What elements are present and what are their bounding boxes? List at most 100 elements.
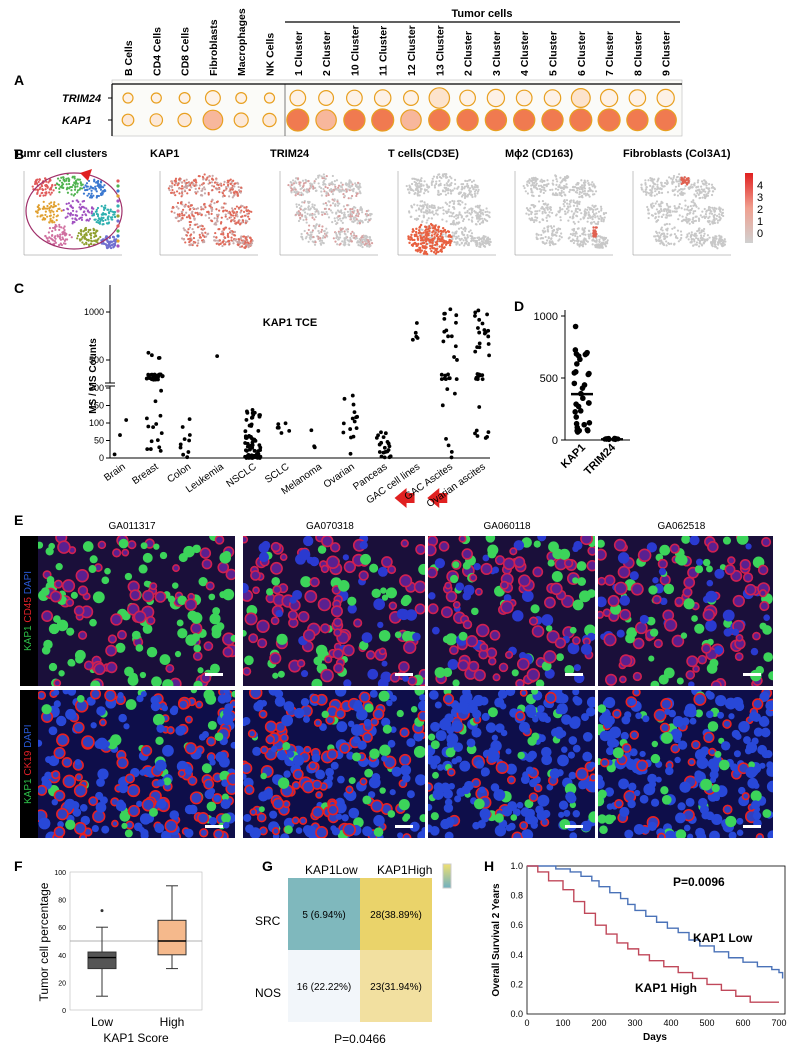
data-point — [245, 409, 249, 414]
stain-name: CD45 — [23, 594, 34, 623]
x-tick: 400 — [663, 1018, 678, 1028]
data-point — [341, 430, 346, 435]
expression-dot — [373, 89, 392, 107]
data-point — [580, 395, 586, 402]
data-point — [145, 447, 150, 452]
data-point — [442, 316, 447, 321]
data-point — [256, 451, 261, 456]
umap-title: Tumr cell clusters — [14, 148, 108, 160]
data-point — [349, 435, 353, 440]
panel-label-a: A — [14, 72, 25, 88]
data-point — [442, 376, 447, 381]
data-point — [244, 436, 249, 440]
umap-plot: Mϕ2 (CD163) — [505, 148, 617, 269]
row-label: KAP1 — [62, 115, 91, 127]
survival-curve — [527, 865, 779, 1003]
data-point — [379, 440, 384, 445]
expression-dot — [371, 108, 395, 132]
x-axis-label: KAP1 Score — [103, 1031, 169, 1045]
data-point — [442, 329, 447, 334]
table-cell — [288, 878, 360, 950]
data-point — [187, 433, 192, 437]
data-point — [381, 435, 386, 440]
stain-label: KAP1 CD45 DAPI — [23, 571, 34, 651]
data-point — [250, 440, 255, 445]
microscopy-image — [243, 536, 425, 686]
data-point — [159, 388, 164, 393]
stain-name: KAP1 — [23, 775, 34, 804]
data-point — [386, 448, 391, 452]
colorbar — [745, 173, 753, 243]
data-point — [243, 429, 248, 434]
data-point — [447, 376, 452, 381]
data-point — [377, 450, 382, 454]
expression-dot — [628, 89, 647, 107]
scale-bar — [743, 673, 761, 676]
data-point — [573, 414, 580, 420]
umap-title: T cells(CD3E) — [388, 148, 459, 160]
data-point — [312, 444, 317, 449]
data-point — [571, 380, 578, 387]
y-tick: 0.2 — [510, 979, 523, 989]
x-tick-label: High — [160, 1015, 185, 1029]
panel-c-scatter: 0 50 100 150 200 500 1000 MS / MS Counts KAP1 TC… — [84, 285, 491, 510]
y-tick: 0.4 — [510, 950, 523, 960]
data-point — [256, 429, 261, 433]
y-tick: 0 — [62, 1008, 66, 1015]
data-point — [249, 424, 254, 428]
data-point — [350, 393, 355, 398]
expression-dot — [403, 89, 420, 106]
data-point — [581, 421, 587, 428]
data-point — [252, 448, 257, 453]
data-point — [352, 419, 357, 424]
umap-title: Mϕ2 (CD163) — [505, 148, 574, 160]
column-label: 4 Cluster — [519, 31, 531, 76]
data-point — [454, 320, 458, 325]
dot-plot-frame — [111, 79, 683, 137]
microscopy-image — [428, 536, 595, 686]
data-point — [250, 408, 255, 412]
expression-dot — [543, 89, 562, 107]
p-value: P=0.0096 — [673, 875, 725, 889]
panel-d-scatter: 050010001500KAP1TRIM24 — [534, 310, 630, 478]
data-point — [379, 430, 383, 435]
expression-dot — [235, 91, 248, 104]
data-point — [283, 421, 288, 426]
data-point — [181, 452, 186, 457]
data-point — [187, 417, 192, 421]
scale-bar — [395, 673, 413, 676]
umap-scatter — [632, 171, 731, 256]
data-point — [577, 356, 583, 363]
umap-scatter — [397, 171, 496, 256]
data-point — [352, 410, 357, 415]
y-tick: 0 — [99, 453, 104, 463]
umap-plot: Fibroblasts (Col3A1) — [623, 148, 735, 269]
microscopy-image — [428, 690, 595, 838]
panel-label-g: G — [262, 858, 273, 874]
expression-dot — [656, 88, 675, 108]
data-point — [486, 334, 491, 339]
y-tick: 0 — [552, 435, 558, 447]
scale-bar — [743, 825, 761, 828]
data-point — [254, 454, 259, 459]
data-point — [151, 377, 156, 382]
data-point — [449, 450, 454, 454]
stain-label: KAP1 CK19 DAPI — [23, 725, 34, 805]
data-point — [258, 413, 262, 417]
y-tick: 0.8 — [510, 891, 523, 901]
column-label: 10 Cluster — [349, 25, 361, 76]
sample-id: GA011317 — [108, 521, 156, 532]
microscopy-image — [598, 690, 773, 838]
y-tick: 20 — [58, 980, 66, 987]
data-point — [154, 422, 159, 426]
data-point — [475, 372, 480, 376]
data-point — [146, 424, 151, 429]
data-point — [440, 403, 445, 408]
data-point — [443, 311, 447, 316]
expression-dot — [597, 108, 621, 132]
data-point — [446, 334, 450, 339]
data-point — [178, 442, 183, 447]
data-point — [342, 396, 347, 401]
panel-label-b: B — [14, 146, 25, 162]
data-point — [572, 323, 579, 330]
